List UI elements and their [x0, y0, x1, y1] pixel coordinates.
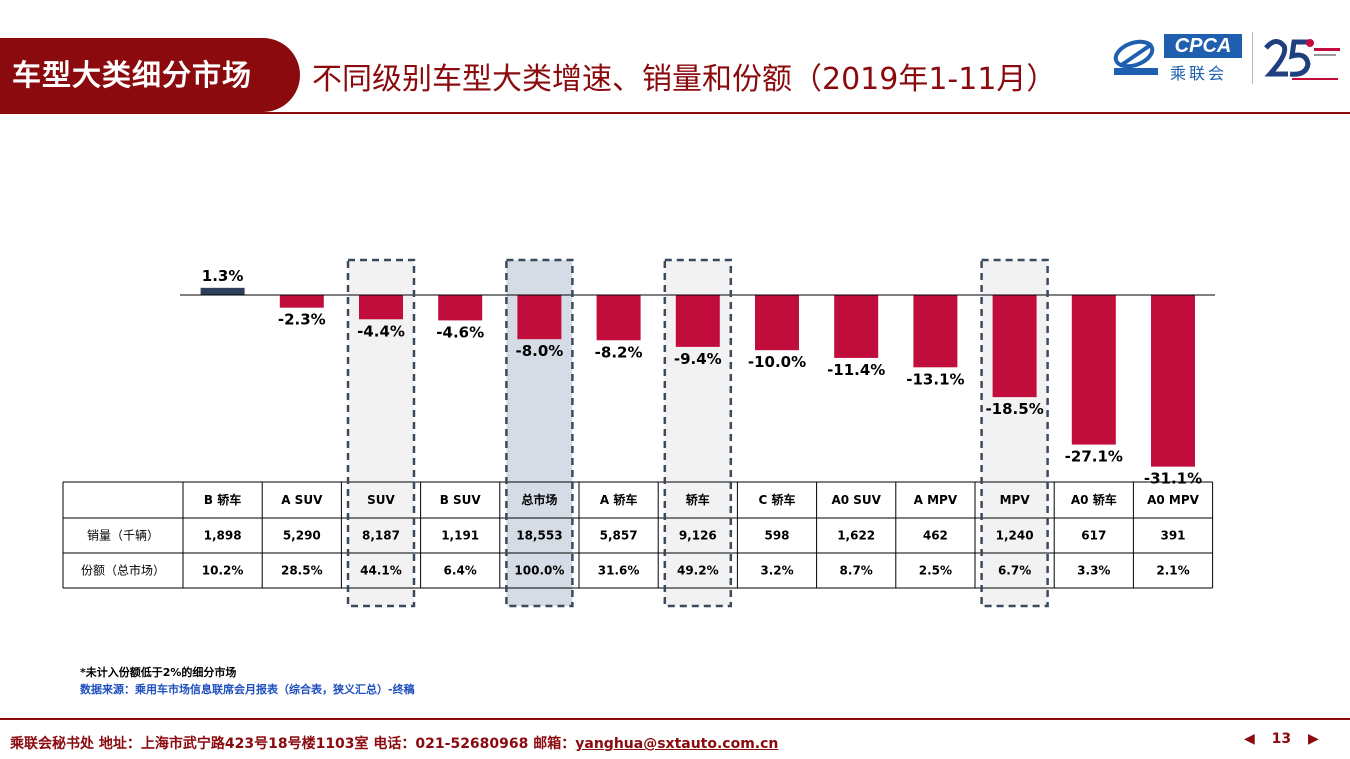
share-cell: 2.1%	[1156, 564, 1189, 578]
footer-text: 乘联会秘书处 地址：上海市武宁路423号18号楼1103室 电话：021-526…	[10, 736, 576, 752]
table-row-label: 销量（千辆）	[87, 529, 159, 543]
growth-bar	[279, 295, 324, 308]
share-cell: 49.2%	[677, 564, 719, 578]
sales-cell: 9,126	[679, 529, 717, 543]
highlight-box-outline	[346, 258, 416, 608]
prev-page-icon[interactable]: ◀	[1244, 731, 1255, 747]
page-title: 不同级别车型大类增速、销量和份额（2019年1-11月）	[312, 62, 1057, 97]
share-cell: 6.4%	[444, 564, 477, 578]
data-table: 销量（千辆） 份额（总市场） B 轿车 1,898 10.2% A SUV 5,290 28.…	[62, 481, 1214, 589]
bar-value-label: -13.1%	[906, 370, 964, 388]
slide-header: 车型大类细分市场 不同级别车型大类增速、销量和份额（2019年1-11月） CP…	[0, 0, 1350, 115]
sales-cell: 18,553	[516, 529, 562, 543]
share-cell: 10.2%	[202, 564, 244, 578]
share-cell: 28.5%	[281, 564, 323, 578]
highlight-outlines	[346, 258, 1049, 608]
table-header-cell: SUV	[367, 493, 395, 507]
sales-cell: 462	[923, 529, 948, 543]
share-cell: 8.7%	[840, 564, 873, 578]
anniversary-logo-icon	[1264, 39, 1340, 80]
table-header-cell: A MPV	[914, 493, 958, 507]
bar-value-label: -2.3%	[278, 311, 326, 329]
share-cell: 2.5%	[919, 564, 952, 578]
bar-value-label: -8.0%	[515, 342, 563, 360]
sales-cell: 391	[1160, 529, 1185, 543]
growth-bar	[596, 295, 641, 341]
table-header-cell: 总市场	[521, 492, 557, 507]
share-cell: 3.3%	[1077, 564, 1110, 578]
growth-bar	[755, 295, 799, 351]
growth-bar	[200, 287, 245, 295]
share-cell: 100.0%	[514, 564, 564, 578]
share-cell: 31.6%	[598, 564, 640, 578]
section-title: 车型大类细分市场	[12, 58, 253, 92]
sales-cell: 5,857	[600, 529, 638, 543]
logo-area: CPCA 乘联会	[1112, 32, 1342, 84]
growth-bar	[913, 295, 958, 368]
sales-cell: 1,191	[441, 529, 479, 543]
growth-bar	[359, 295, 403, 320]
growth-bars	[200, 287, 1195, 467]
pager: ◀ 13 ▶	[1244, 731, 1319, 747]
sales-cell: 1,622	[837, 529, 875, 543]
footer-contact: 乘联会秘书处 地址：上海市武宁路423号18号楼1103室 电话：021-526…	[10, 733, 778, 753]
bar-value-label: -11.4%	[827, 361, 885, 379]
share-cell: 6.7%	[998, 564, 1031, 578]
growth-bar	[834, 295, 879, 358]
bar-value-label: -4.4%	[357, 322, 405, 340]
sales-cell: 1,240	[996, 529, 1034, 543]
growth-bar	[1151, 295, 1195, 467]
sales-cell: 598	[764, 529, 789, 543]
growth-bar	[517, 295, 562, 340]
growth-sales-share-chart: 销量（千辆） 份额（总市场） B 轿车 1,898 10.2% A SUV 5,290 28.…	[62, 258, 1215, 608]
growth-bar	[992, 295, 1037, 398]
sales-cell: 5,290	[283, 529, 321, 543]
table-header-cell: B 轿车	[204, 492, 241, 507]
header-rule	[0, 112, 1350, 114]
table-header-cell: A0 轿车	[1071, 492, 1117, 507]
sales-cell: 617	[1081, 529, 1106, 543]
table-header-cell: A0 SUV	[831, 493, 881, 507]
bar-value-label: 1.3%	[202, 267, 244, 285]
table-header-cell: 轿车	[686, 492, 710, 507]
bar-value-label: -27.1%	[1065, 448, 1123, 466]
section-tab	[0, 38, 300, 112]
logo-divider	[1252, 32, 1253, 84]
sales-cell: 1,898	[204, 529, 242, 543]
table-header-cell: B SUV	[440, 493, 482, 507]
cpca-logo: CPCA	[1164, 34, 1242, 58]
bar-value-label: -8.2%	[595, 343, 643, 361]
sales-cell: 8,187	[362, 529, 400, 543]
table-header-cell: MPV	[1000, 493, 1031, 507]
bar-value-label: -9.4%	[674, 350, 722, 368]
table-header-cell: A0 MPV	[1147, 493, 1200, 507]
next-page-icon[interactable]: ▶	[1308, 731, 1319, 747]
value-labels: 1.3% -2.3% -4.4% -4.6% -8.0% -8.2% -9.4% -10.0%…	[202, 267, 1202, 488]
table-row-label: 份额（总市场）	[81, 563, 165, 578]
footer-rule	[0, 718, 1350, 720]
footnote: *未计入份额低于2%的细分市场	[80, 666, 237, 679]
cada-logo-icon	[1113, 39, 1158, 75]
growth-bar	[1071, 295, 1116, 445]
growth-bar	[675, 295, 720, 347]
page-number: 13	[1271, 731, 1292, 747]
bar-value-label: -4.6%	[436, 323, 484, 341]
data-source-note: 数据来源：乘用车市场信息联席会月报表（综合表，狭义汇总）-终稿	[80, 683, 415, 696]
share-cell: 3.2%	[760, 564, 793, 578]
table-header-cell: A 轿车	[600, 492, 637, 507]
table-header-cell: C 轿车	[759, 492, 796, 507]
table-header-cell: A SUV	[281, 493, 323, 507]
highlight-box-outline	[505, 258, 574, 608]
bar-value-label: -10.0%	[748, 353, 806, 371]
cpca-logo-cn: 乘联会	[1170, 64, 1228, 83]
footer-email-link[interactable]: yanghua@sxtauto.com.cn	[575, 736, 779, 752]
share-cell: 44.1%	[360, 564, 402, 578]
bar-value-label: -18.5%	[985, 400, 1043, 418]
highlight-box-outline	[980, 258, 1049, 608]
growth-bar	[438, 295, 483, 321]
highlight-box-outline	[663, 258, 733, 608]
bar-value-label: -31.1%	[1144, 470, 1202, 488]
